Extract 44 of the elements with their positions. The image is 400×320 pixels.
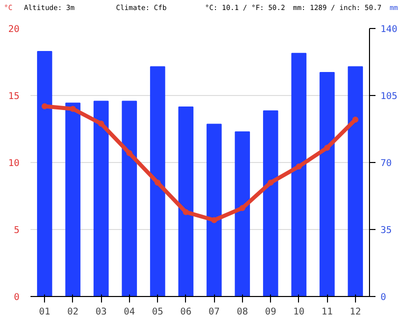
point xyxy=(126,150,132,156)
x-tick-label: 09 xyxy=(265,306,276,318)
y-tick-label: 0 xyxy=(14,292,20,303)
x-tick-label: 12 xyxy=(350,306,361,318)
x-tick-label: 06 xyxy=(180,306,192,318)
point xyxy=(324,144,330,151)
point xyxy=(154,180,161,186)
y2-tick-label: 70 xyxy=(380,158,392,169)
bar xyxy=(206,124,222,296)
bar xyxy=(122,100,137,296)
y-tick-label: 20 xyxy=(8,24,20,35)
point xyxy=(98,120,104,127)
x-tick-label: 08 xyxy=(236,306,248,318)
bar xyxy=(65,102,80,296)
x-tick-label: 05 xyxy=(152,306,164,318)
x-tick-label: 11 xyxy=(322,306,333,318)
x-tick-label: 10 xyxy=(293,306,305,318)
x-tick-label: 01 xyxy=(39,306,50,318)
bar xyxy=(263,110,278,296)
x-tick-label: 02 xyxy=(67,306,78,318)
y-tick-label: 5 xyxy=(14,225,20,236)
x-tick-label: 04 xyxy=(124,306,136,318)
y-tick-label: 10 xyxy=(8,158,20,169)
bar xyxy=(150,66,166,296)
point xyxy=(352,116,358,123)
point xyxy=(268,180,274,186)
y2-tick-label: 140 xyxy=(380,24,398,35)
bar xyxy=(320,72,335,296)
y2-tick-label: 35 xyxy=(380,225,392,236)
point xyxy=(296,164,302,170)
bar xyxy=(37,50,52,296)
y2-tick-label: 0 xyxy=(380,292,386,303)
y-tick-label: 15 xyxy=(8,91,20,102)
point xyxy=(182,209,189,216)
x-tick-label: 07 xyxy=(208,306,220,318)
bar xyxy=(348,66,363,296)
bar xyxy=(94,100,109,296)
bar xyxy=(291,52,306,296)
x-tick-label: 03 xyxy=(96,306,107,318)
bar xyxy=(178,106,194,296)
y2-tick-label: 105 xyxy=(380,91,398,102)
point xyxy=(211,217,218,224)
bar xyxy=(234,131,250,296)
point xyxy=(239,205,246,212)
